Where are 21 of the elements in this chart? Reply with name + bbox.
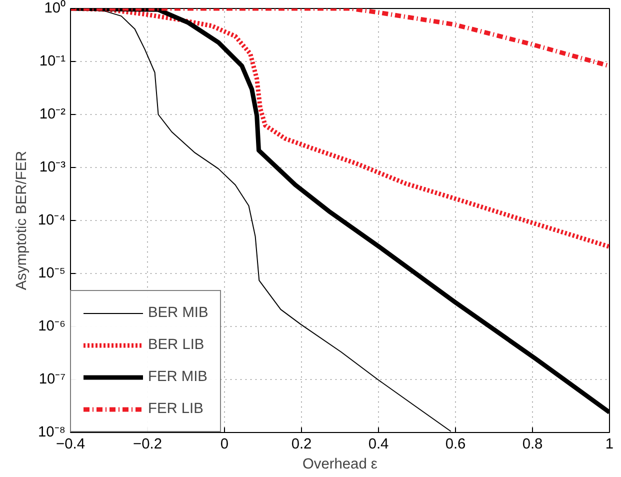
- x-tick-label: 1: [605, 436, 614, 452]
- y-tick-label: 10⁻²: [39, 106, 66, 122]
- x-tick-label: 0.4: [368, 436, 389, 452]
- x-axis-title: Overhead ε: [302, 456, 378, 472]
- x-tick-label: −0.2: [133, 436, 162, 452]
- y-tick-label: 10⁻³: [39, 160, 66, 176]
- y-tick-label: 10⁻⁶: [38, 318, 66, 334]
- y-tick-label: 10⁻⁵: [38, 266, 66, 282]
- legend-label: BER MIB: [148, 305, 208, 321]
- x-tick-label: 0.6: [445, 436, 466, 452]
- legend-label: BER LIB: [148, 337, 204, 353]
- y-tick-label: 10⁻⁴: [38, 212, 66, 228]
- y-tick-label: 10⁻⁷: [38, 372, 66, 388]
- y-axis-title: Asymptotic BER/FER: [14, 150, 30, 290]
- y-tick-label: 10⁰: [44, 0, 66, 16]
- legend-label: FER LIB: [148, 401, 204, 417]
- y-tick-label: 10⁻¹: [39, 54, 66, 70]
- x-tick-label: 0.2: [291, 436, 312, 452]
- x-tick-label: 0.8: [522, 436, 543, 452]
- legend-label: FER MIB: [148, 369, 208, 385]
- x-tick-label: 0: [220, 436, 229, 452]
